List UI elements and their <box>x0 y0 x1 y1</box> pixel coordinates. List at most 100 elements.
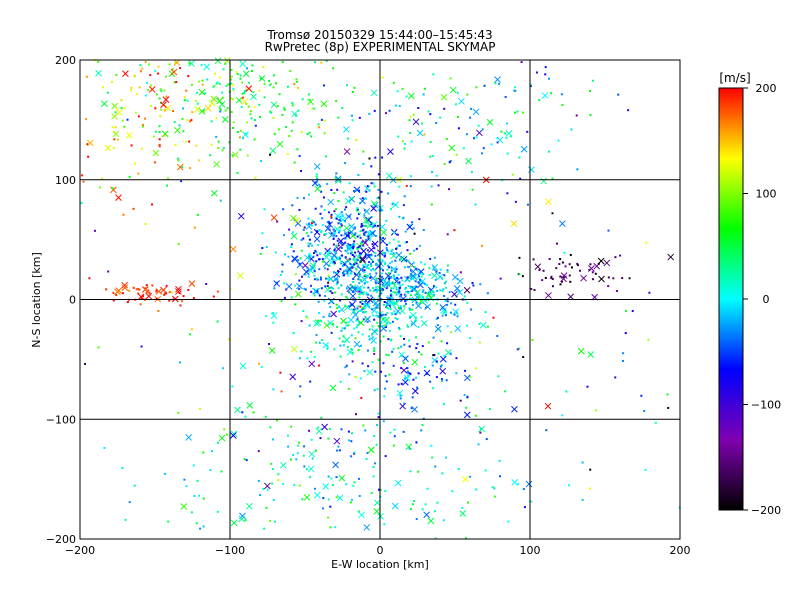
data-point <box>193 494 196 497</box>
data-point <box>360 396 363 399</box>
y-tick-label: −200 <box>46 533 76 546</box>
data-point <box>309 254 312 257</box>
data-point <box>358 296 361 299</box>
data-point <box>307 242 310 245</box>
data-point <box>212 85 215 88</box>
data-point <box>333 260 336 263</box>
data-point <box>399 397 402 400</box>
data-point <box>358 282 361 285</box>
data-point <box>304 288 307 291</box>
data-point <box>329 305 332 308</box>
data-point <box>416 386 419 389</box>
data-point <box>521 111 524 114</box>
data-point <box>367 235 370 238</box>
data-point <box>594 272 597 275</box>
data-point <box>443 163 446 166</box>
data-point <box>409 185 412 188</box>
data-point <box>478 341 481 344</box>
data-point <box>332 243 335 246</box>
data-point-cross <box>308 360 316 368</box>
data-point <box>295 458 298 461</box>
data-point <box>327 211 330 214</box>
data-point <box>307 222 310 225</box>
data-point <box>435 270 438 273</box>
data-point <box>368 335 371 338</box>
data-point <box>340 260 343 263</box>
data-point <box>319 276 322 279</box>
data-point-cross <box>363 524 371 531</box>
data-point <box>407 285 410 288</box>
data-point <box>314 278 317 281</box>
data-point <box>215 135 218 138</box>
data-point <box>240 106 243 109</box>
data-point <box>273 520 276 523</box>
data-point <box>555 267 558 270</box>
data-point <box>112 291 115 294</box>
data-point-cross <box>364 315 371 323</box>
data-point-cross <box>580 274 587 282</box>
data-point-cross <box>427 517 435 525</box>
data-point <box>289 458 292 461</box>
data-point <box>408 316 411 319</box>
data-point <box>568 263 571 266</box>
y-axis-label: N-S location [km] <box>30 252 43 348</box>
data-point <box>293 484 296 487</box>
data-point <box>375 277 378 280</box>
data-point <box>339 268 342 271</box>
data-point <box>135 288 138 291</box>
data-point <box>356 323 359 326</box>
data-point <box>586 385 589 388</box>
data-point <box>373 349 376 352</box>
data-point <box>404 230 407 233</box>
data-point <box>173 121 176 124</box>
data-point <box>381 272 384 275</box>
data-point <box>406 367 409 370</box>
data-point-cross <box>270 312 278 319</box>
data-point <box>308 324 311 327</box>
data-point <box>154 69 157 72</box>
data-point-cross <box>270 101 278 109</box>
data-point <box>367 264 370 267</box>
data-point <box>303 465 306 468</box>
data-point-cross <box>114 288 121 296</box>
data-point <box>298 154 301 157</box>
data-point <box>292 454 295 457</box>
data-point <box>361 306 364 309</box>
data-point <box>183 95 186 98</box>
data-point <box>359 377 362 380</box>
data-point <box>559 283 562 286</box>
data-point <box>443 354 446 357</box>
data-point <box>166 184 169 187</box>
data-point <box>551 278 554 281</box>
data-point <box>365 190 368 193</box>
data-point <box>395 268 398 271</box>
data-point <box>155 289 158 292</box>
data-point <box>470 308 473 311</box>
data-point <box>302 310 305 313</box>
data-point <box>444 280 447 283</box>
data-point <box>417 372 420 375</box>
data-point <box>344 256 347 259</box>
data-point <box>496 334 499 337</box>
data-point <box>361 299 364 302</box>
data-point <box>164 75 167 78</box>
data-point <box>337 200 340 203</box>
data-point <box>320 287 323 290</box>
data-point-cross <box>289 373 297 381</box>
data-point <box>365 317 368 320</box>
data-point <box>558 263 561 266</box>
data-point <box>370 165 373 168</box>
data-point <box>406 249 409 252</box>
data-point <box>373 247 376 250</box>
data-point <box>352 484 355 487</box>
data-point <box>397 240 400 243</box>
data-point-cross <box>270 214 278 222</box>
data-point <box>330 257 333 260</box>
data-point <box>348 291 351 294</box>
data-point <box>307 257 310 260</box>
data-point <box>313 252 316 255</box>
data-point <box>351 197 354 200</box>
data-point <box>352 308 355 311</box>
data-point <box>507 520 510 523</box>
data-point <box>146 81 149 84</box>
